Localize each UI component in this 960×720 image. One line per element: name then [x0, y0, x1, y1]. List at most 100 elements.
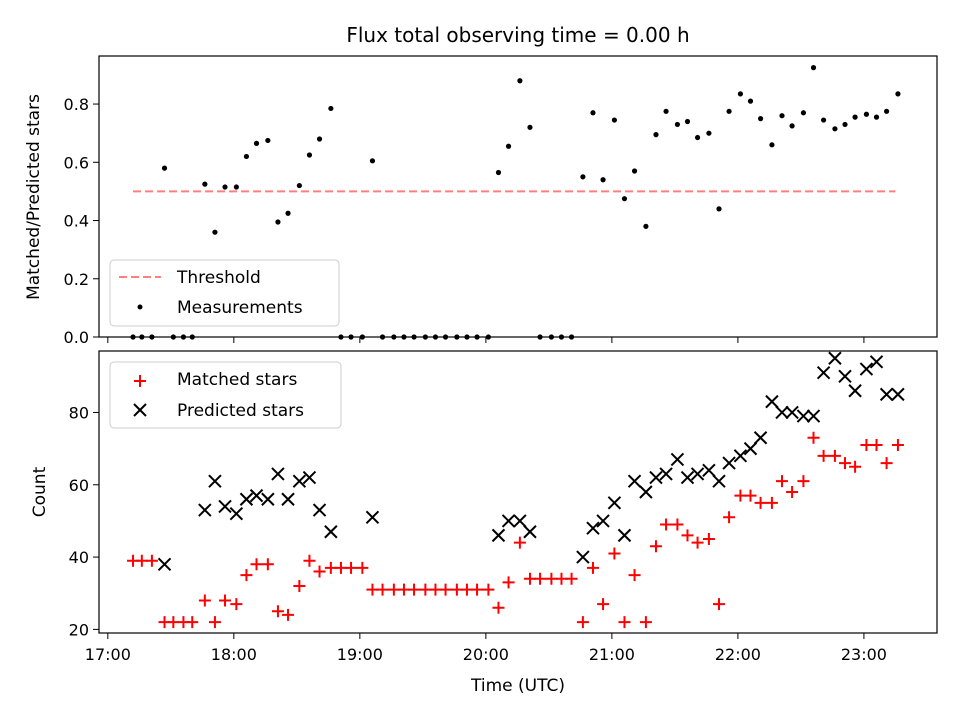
ratio-y-tick-label: 0.8 [64, 95, 89, 114]
measurement-point [558, 334, 565, 340]
count-x-tick-label: 23:00 [841, 645, 887, 664]
measurement-point [883, 108, 890, 114]
predicted-star-point [879, 387, 894, 402]
measurement-point [800, 110, 807, 116]
ratio-panel: 0.00.20.40.60.8 Matched/Predicted stars … [24, 55, 938, 347]
ratio-y-tick-label: 0.0 [64, 328, 89, 347]
measurement-point [832, 126, 838, 132]
ratio-y-tick-label: 0.4 [64, 212, 89, 231]
measurement-point [757, 116, 764, 122]
predicted-star-point [765, 394, 779, 409]
count-x-tick-label: 22:00 [715, 645, 761, 664]
measurement-point [663, 108, 669, 114]
measurement-point [769, 142, 775, 148]
measurement-point [222, 184, 228, 190]
measurement-point [548, 334, 554, 340]
chart-title: Flux total observing time = 0.00 h [346, 23, 689, 47]
ratio-legend: Threshold Measurements [109, 259, 340, 327]
matched-star-point [356, 561, 369, 574]
predicted-star-point [659, 467, 673, 481]
count-x-tick-label: 21:00 [589, 645, 635, 664]
predicted-star-point [281, 492, 295, 506]
count-legend: Matched stars Predicted stars [109, 361, 342, 429]
matched-star-point [219, 594, 232, 607]
predicted-star-point [491, 528, 506, 543]
count-y-tick-label: 60 [69, 476, 89, 495]
ratio-y-tick-label: 0.2 [64, 270, 89, 289]
measurement-point [505, 143, 512, 149]
predicted-star-point [292, 474, 307, 488]
matched-star-point [261, 558, 274, 571]
measurement-point [296, 182, 302, 189]
matched-star-point [555, 572, 568, 585]
measurement-point [212, 229, 218, 235]
predicted-star-point [576, 550, 590, 564]
matched-star-point [460, 583, 473, 596]
ratio-y-tick-label: 0.6 [64, 153, 89, 172]
count-x-tick-label: 17:00 [85, 645, 131, 664]
predicted-star-point [157, 557, 172, 572]
matched-star-point [429, 583, 442, 596]
measurement-point [359, 334, 365, 340]
measurement-point [464, 334, 470, 340]
matched-star-point [482, 583, 495, 596]
matched-star-point [334, 561, 347, 574]
matched-star-point [754, 496, 767, 509]
measurement-point [139, 334, 145, 340]
matched-star-point [691, 536, 704, 549]
matched-star-point [271, 605, 284, 618]
matched-star-point [324, 561, 337, 574]
matched-star-point [734, 489, 747, 502]
predicted-star-point [239, 492, 254, 506]
predicted-star-point [859, 362, 874, 376]
predicted-star-point [838, 369, 852, 384]
predicted-star-point [586, 521, 600, 535]
matched-star-point [744, 489, 757, 502]
matched-star-point [397, 583, 410, 596]
matched-star-point [198, 594, 211, 607]
measurement-point [306, 152, 313, 158]
predicted-star-point [271, 467, 285, 481]
predicted-star-point [869, 355, 884, 369]
matched-star-point [313, 565, 326, 578]
matched-star-point [282, 608, 295, 621]
matched-star-point [492, 601, 505, 614]
predicted-star-point [743, 441, 758, 456]
measurement-point [243, 153, 250, 160]
predicted-star-point [816, 365, 831, 380]
measurement-point [684, 118, 691, 125]
predicted-star-point [753, 431, 768, 445]
measurement-point [432, 334, 439, 340]
matched-star-point [523, 572, 536, 585]
matched-star-point [366, 583, 379, 596]
predicted-star-point [722, 456, 736, 470]
matched-star-point [439, 583, 452, 596]
measurement-point [611, 117, 618, 123]
measurement-point [716, 206, 722, 212]
predicted-star-point [501, 514, 516, 528]
measurement-point [873, 114, 880, 120]
ratio-marks [130, 65, 901, 340]
measurement-point [253, 140, 260, 146]
measurement-point [621, 196, 628, 202]
matched-star-point [586, 561, 599, 574]
measurement-point [149, 334, 155, 340]
legend-predicted-swatch [133, 403, 147, 417]
measurement-point [842, 121, 848, 128]
matched-star-point [765, 496, 778, 509]
predicted-star-point [523, 525, 537, 539]
matched-star-point [345, 561, 358, 574]
measurement-point [275, 219, 281, 225]
count-legend-box [109, 361, 342, 429]
matched-star-point [303, 554, 316, 567]
measurement-point [379, 334, 386, 340]
measurement-point [600, 177, 606, 183]
matched-star-point [649, 540, 662, 553]
matched-star-point [167, 616, 180, 629]
matched-star-point [880, 457, 893, 470]
predicted-star-point [670, 452, 685, 467]
measurement-point [779, 113, 785, 119]
matched-star-point [671, 518, 684, 531]
legend-measurements-swatch [137, 304, 143, 310]
